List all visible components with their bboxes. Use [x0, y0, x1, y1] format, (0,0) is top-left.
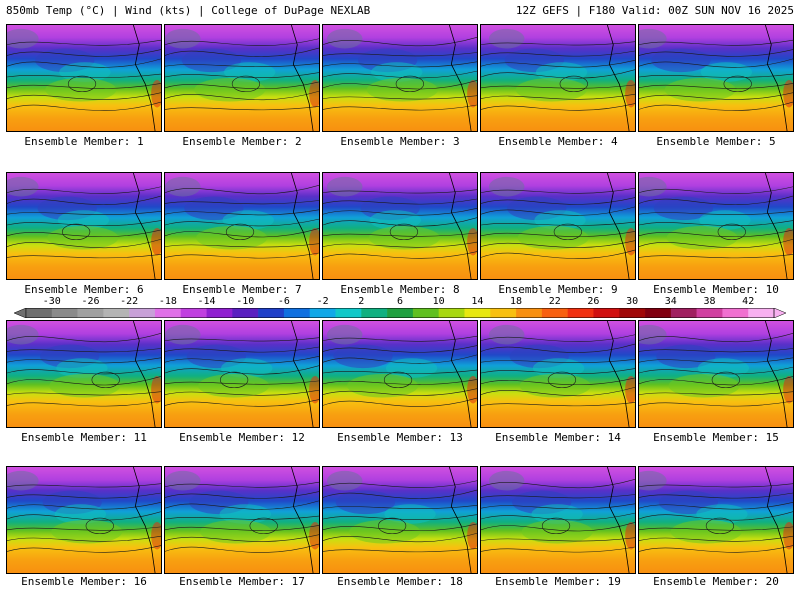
ensemble-member-label: Ensemble Member: 14 — [495, 431, 621, 444]
ensemble-member-label: Ensemble Member: 3 — [340, 135, 460, 148]
ensemble-member-label: Ensemble Member: 10 — [653, 283, 779, 296]
ensemble-member-label: Ensemble Member: 5 — [656, 135, 776, 148]
colorbar-tick-label: 22 — [548, 296, 561, 307]
ensemble-member-map — [164, 172, 320, 280]
colorbar-swatch — [103, 308, 130, 318]
temperature-colorbar — [14, 308, 786, 318]
ensemble-member-map — [638, 172, 794, 280]
colorbar-swatch — [438, 308, 465, 318]
colorbar-swatch — [232, 308, 259, 318]
colorbar-swatch — [335, 308, 362, 318]
colorbar-tick-label: 2 — [358, 296, 365, 307]
ensemble-member-map — [480, 172, 636, 280]
colorbar-tick-label: -26 — [81, 296, 100, 307]
colorbar-swatch — [670, 308, 697, 318]
ensemble-member-label: Ensemble Member: 16 — [21, 575, 147, 588]
ensemble-member-map — [638, 320, 794, 428]
colorbar-swatch — [748, 308, 775, 318]
colorbar-tick-label: 18 — [510, 296, 523, 307]
ensemble-member-map — [164, 24, 320, 132]
ensemble-member-label: Ensemble Member: 12 — [179, 431, 305, 444]
colorbar-swatch — [645, 308, 672, 318]
colorbar-tick-label: -10 — [236, 296, 255, 307]
ensemble-member-map — [322, 466, 478, 574]
ensemble-member-map — [6, 172, 162, 280]
colorbar-tick-label: -2 — [316, 296, 329, 307]
colorbar-swatch — [541, 308, 568, 318]
colorbar-swatch — [619, 308, 646, 318]
colorbar-tick-label: -30 — [42, 296, 61, 307]
colorbar-swatch — [516, 308, 543, 318]
colorbar-tick-label: 14 — [471, 296, 484, 307]
colorbar-swatch — [26, 308, 53, 318]
ensemble-member-map — [480, 24, 636, 132]
colorbar-swatch — [51, 308, 78, 318]
ensemble-member-map — [6, 320, 162, 428]
colorbar-tick-label: -14 — [197, 296, 216, 307]
ensemble-member-label: Ensemble Member: 4 — [498, 135, 618, 148]
colorbar-tick-labels: -30 -26 -22 -18 -14 -10 -6 -2 2 6 10 14 18 22 26 30 34 38… — [0, 296, 800, 308]
ensemble-member-label: Ensemble Member: 9 — [498, 283, 618, 296]
colorbar-tick-label: 30 — [626, 296, 639, 307]
colorbar-tick-label: -22 — [120, 296, 139, 307]
ensemble-member-label: Ensemble Member: 7 — [182, 283, 302, 296]
ensemble-member-label: Ensemble Member: 18 — [337, 575, 463, 588]
ensemble-member-map — [480, 466, 636, 574]
ensemble-member-label: Ensemble Member: 11 — [21, 431, 147, 444]
colorbar-swatch — [412, 308, 439, 318]
ensemble-member-label: Ensemble Member: 1 — [24, 135, 144, 148]
ensemble-member-map — [164, 466, 320, 574]
colorbar-swatch — [129, 308, 156, 318]
ensemble-member-map — [164, 320, 320, 428]
colorbar-tick-label: 26 — [587, 296, 600, 307]
ensemble-member-label: Ensemble Member: 2 — [182, 135, 302, 148]
ensemble-member-map — [638, 466, 794, 574]
colorbar-swatch — [258, 308, 285, 318]
colorbar-swatch — [387, 308, 414, 318]
ensemble-member-label: Ensemble Member: 13 — [337, 431, 463, 444]
colorbar-tick-label: 6 — [396, 296, 404, 307]
colorbar-swatch — [490, 308, 517, 318]
colorbar-swatch — [154, 308, 182, 318]
header-run-valid-time: 12Z GEFS | F180 Valid: 00Z SUN NOV 16 20… — [515, 4, 794, 17]
map-header: 850mb Temp (°C) | Wind (kts) | College o… — [6, 4, 794, 18]
ensemble-member-label: Ensemble Member: 15 — [653, 431, 779, 444]
header-product-title: 850mb Temp (°C) | Wind (kts) | College o… — [6, 4, 371, 17]
colorbar-swatch — [309, 308, 336, 318]
colorbar-swatch — [77, 308, 104, 318]
ensemble-member-label: Ensemble Member: 8 — [340, 283, 460, 296]
ensemble-member-map — [6, 466, 162, 574]
colorbar-swatch — [696, 308, 723, 318]
colorbar-swatch — [464, 308, 491, 318]
colorbar-tick-label: -18 — [158, 296, 177, 307]
colorbar-tick-label: -6 — [277, 296, 290, 307]
colorbar-swatch — [180, 308, 207, 318]
colorbar-tick-label: 34 — [664, 296, 677, 307]
colorbar-swatch — [361, 308, 388, 318]
ensemble-member-map — [638, 24, 794, 132]
colorbar-swatch — [722, 308, 749, 318]
colorbar-swatch — [283, 308, 311, 318]
ensemble-member-map — [322, 24, 478, 132]
ensemble-member-label: Ensemble Member: 6 — [24, 283, 144, 296]
ensemble-member-map — [480, 320, 636, 428]
ensemble-member-label: Ensemble Member: 17 — [179, 575, 305, 588]
ensemble-member-label: Ensemble Member: 19 — [495, 575, 621, 588]
colorbar-swatch — [593, 308, 620, 318]
colorbar-tick-label: 38 — [703, 296, 716, 307]
colorbar-swatch — [567, 308, 594, 318]
colorbar-max-arrow — [773, 308, 786, 318]
colorbar-tick-label: 42 — [742, 296, 755, 307]
colorbar-tick-label: 10 — [432, 296, 445, 307]
ensemble-member-map — [322, 172, 478, 280]
ensemble-member-map — [322, 320, 478, 428]
ensemble-member-label: Ensemble Member: 20 — [653, 575, 779, 588]
colorbar-min-arrow — [14, 308, 27, 318]
ensemble-member-map — [6, 24, 162, 132]
colorbar-swatch — [206, 308, 233, 318]
